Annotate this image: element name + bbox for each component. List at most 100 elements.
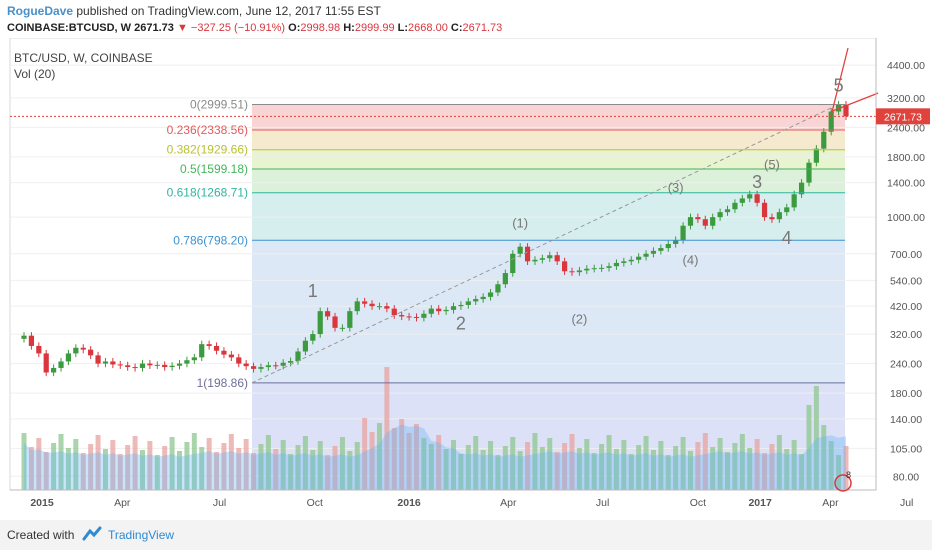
price-tick-label: 540.00 (890, 275, 922, 287)
volume-bar (725, 452, 731, 490)
alert-icon[interactable]: 8 (834, 470, 852, 492)
volume-bar (384, 367, 390, 490)
volume-bar (125, 445, 131, 490)
candle-body (761, 202, 768, 218)
time-axis[interactable]: 2015 Apr Jul Oct 2016 Apr Jul Oct 2017 Apr Jul (10, 489, 913, 509)
candle-body (28, 335, 35, 346)
time-tick-label: Apr (500, 497, 517, 509)
volume-bar (258, 444, 264, 490)
candle-body (547, 255, 553, 259)
volume-bar (332, 446, 338, 490)
volume-bar (732, 443, 738, 490)
volume-bar (147, 441, 153, 490)
price-tick-label: 1800.00 (887, 152, 925, 164)
candle-body (665, 243, 671, 249)
tradingview-logo-icon[interactable] (82, 525, 104, 543)
volume-pane-label: Vol (20) (14, 67, 55, 81)
volume-bar (473, 436, 479, 490)
fib-levels: 0(2999.51) 0.236(2338.56) 0.382(1929.66) 0.… (167, 97, 845, 390)
candle-body (176, 363, 183, 366)
fib-level-label: 0.382(1929.66) (167, 143, 248, 157)
candle-body (458, 304, 464, 307)
price-tick-label: 105.00 (890, 443, 922, 455)
time-tick-label: 2015 (30, 497, 54, 509)
channel-line-lower (830, 92, 879, 113)
price-axis[interactable]: 4400.00 3200.00 2400.00 1800.00 1400.00 1000.… (875, 38, 930, 490)
candle-body (339, 327, 346, 329)
candle-body (524, 246, 531, 262)
candle-body (732, 202, 738, 210)
last-price-tag-text: 2671.73 (884, 111, 922, 123)
candle-body (413, 316, 420, 318)
candle-body (428, 308, 434, 314)
change-down-icon: ▼ (176, 22, 188, 34)
volume-bar (280, 440, 286, 490)
volume-bar (88, 444, 94, 490)
candle-body (362, 301, 368, 304)
volume-bar (221, 443, 227, 490)
trend-lines (10, 47, 879, 384)
fib-level-label: 0.236(2338.56) (167, 123, 248, 137)
candle-body (221, 350, 227, 355)
candle-body (724, 209, 731, 213)
candle-body (776, 212, 782, 220)
candle-body (325, 311, 331, 317)
candle-body (376, 306, 383, 308)
volume-bar (251, 453, 257, 490)
candle-body (754, 194, 760, 203)
volume-bar (21, 433, 27, 490)
candle-body (273, 365, 279, 367)
symbol-label: COINBASE:BTCUSD, W (7, 22, 132, 34)
volume-bar (687, 451, 693, 490)
candle-body (102, 361, 109, 364)
price-tick-label: 240.00 (890, 359, 922, 371)
trend-dashed (251, 107, 832, 384)
volume-bar (302, 436, 308, 490)
volume-bar (821, 425, 827, 490)
volume-bar (806, 405, 812, 490)
volume-bar (799, 454, 805, 490)
candle-body (250, 366, 257, 369)
time-tick-label: 2017 (748, 497, 772, 509)
candle-body (206, 344, 212, 346)
volume-bar (532, 433, 538, 490)
volume-bar (673, 446, 679, 490)
volume-bar (621, 440, 627, 490)
candle-body (406, 316, 412, 318)
svg-text:8: 8 (846, 470, 851, 480)
candle-body (436, 308, 442, 312)
candle-body (354, 301, 360, 312)
publish-info: RogueDave published on TradingView.com, … (7, 4, 381, 18)
fib-band (252, 168, 845, 193)
volume-bar (510, 437, 516, 490)
volume-bar (606, 435, 612, 490)
candle-body (747, 194, 753, 199)
candle-body (643, 253, 649, 257)
volume-bar (717, 438, 723, 490)
volume-bar (643, 436, 649, 490)
candle-body (110, 361, 116, 365)
volume-bar (243, 439, 249, 490)
fib-band (252, 192, 845, 241)
volume-bar (110, 440, 116, 490)
volume-bar (443, 449, 449, 490)
tradingview-brand[interactable]: TradingView (108, 528, 175, 542)
author-name[interactable]: RogueDave (7, 4, 74, 18)
volume-bar (65, 448, 71, 490)
volume-bar (169, 437, 175, 490)
candle-body (695, 217, 701, 220)
volume-bar (228, 434, 234, 490)
candle-body (591, 268, 597, 270)
open-value: 2998.98 (300, 22, 341, 34)
candle-body (717, 212, 723, 218)
candle-body (798, 182, 805, 195)
candle-body (117, 364, 123, 366)
candle-body (384, 306, 390, 309)
volume-bar (43, 452, 49, 490)
price-chart[interactable]: 0(2999.51) 0.236(2338.56) 0.382(1929.66) 0.… (0, 38, 932, 518)
volume-bar (695, 442, 701, 490)
volume-bar (339, 437, 345, 490)
volume-bar (465, 445, 471, 490)
candle-body (443, 309, 449, 312)
wave-label: 3 (752, 172, 762, 192)
